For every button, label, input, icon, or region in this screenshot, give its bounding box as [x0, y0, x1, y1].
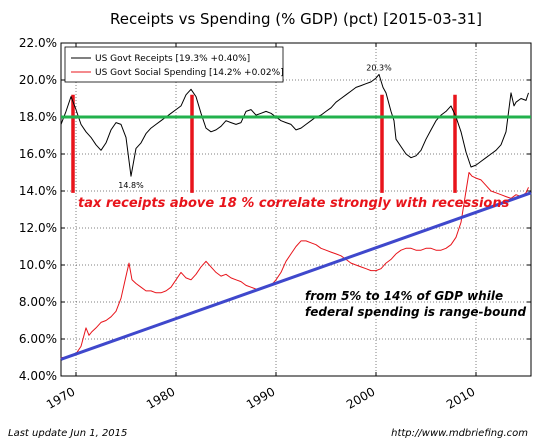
series-social-spending-line — [61, 172, 529, 358]
y-tick-label: 12.0% — [19, 221, 57, 235]
trend-line — [60, 191, 532, 361]
point-labels: 14.8% 20.3% — [118, 63, 392, 190]
point-label: 14.8% — [118, 181, 144, 190]
legend-label-receipts: US Govt Receipts [19.3% +0.40%] — [95, 54, 250, 64]
y-tick-label: 22.0% — [19, 36, 57, 50]
series-receipts-line — [60, 73, 529, 177]
overlay-lines — [60, 115, 532, 361]
x-tick-label: 1970 — [44, 384, 77, 411]
series-lines — [60, 73, 529, 358]
chart-title: Receipts vs Spending (% GDP) (pct) [2015… — [110, 10, 482, 28]
x-tick-label: 1980 — [144, 384, 177, 411]
point-label: 20.3% — [366, 63, 392, 72]
recession-markers — [71, 94, 457, 193]
y-tick-label: 20.0% — [19, 73, 57, 87]
x-tick-label: 2010 — [444, 384, 477, 411]
y-tick-label: 18.0% — [19, 110, 57, 124]
footer-source-url: http://www.mdbriefing.com — [391, 428, 528, 439]
footer-last-update: Last update Jun 1, 2015 — [8, 428, 127, 439]
x-tick-label: 1990 — [244, 384, 277, 411]
y-tick-label: 10.0% — [19, 258, 57, 272]
annotation-spending-line1: from 5% to 14% of GDP while — [305, 289, 503, 303]
y-tick-label: 4.00% — [19, 369, 57, 383]
y-axis-ticks: 4.00% 6.00% 8.00% 10.0% 12.0% 14.0% 16.0% 18.0%… — [19, 36, 531, 383]
annotation-recessions: tax receipts above 18 % correlate strong… — [78, 196, 510, 211]
x-tick-label: 2000 — [344, 384, 377, 411]
legend: US Govt Receipts [19.3% +0.40%] US Govt … — [64, 46, 284, 83]
y-tick-label: 8.00% — [19, 295, 57, 309]
y-tick-label: 6.00% — [19, 332, 57, 346]
legend-box — [64, 46, 284, 83]
annotation-spending-line2: federal spending is range-bound — [305, 305, 526, 319]
plot-area — [60, 42, 532, 377]
y-tick-label: 16.0% — [19, 147, 57, 161]
legend-label-spending: US Govt Social Spending [14.2% +0.02%] — [95, 68, 284, 78]
y-tick-label: 14.0% — [19, 184, 57, 198]
